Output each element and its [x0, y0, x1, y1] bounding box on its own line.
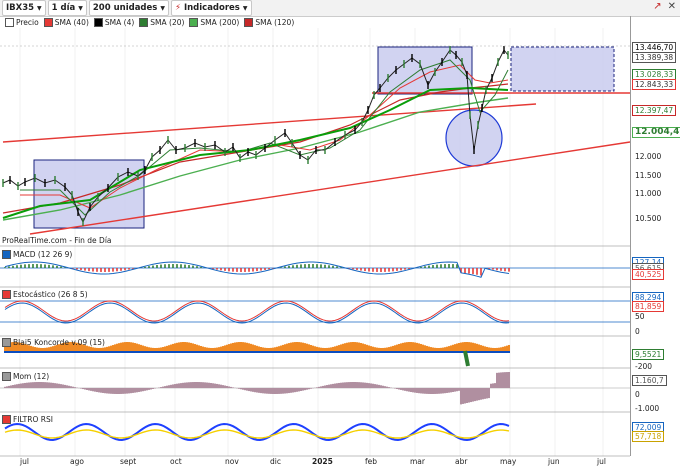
rsi-line [4, 422, 510, 441]
stoch-tick: 50 [635, 312, 645, 321]
legend-swatch [244, 18, 254, 27]
indicators-button[interactable]: ⚡ Indicadores ▼ [170, 0, 252, 16]
legend-item[interactable]: SMA (4) [93, 18, 135, 27]
units-select[interactable]: 200 unidades ▼ [88, 0, 169, 16]
stoch-swatch [2, 290, 11, 299]
rsi-title: FILTRO RSI [2, 415, 53, 424]
blai5-tag: 9,5521 [632, 349, 665, 360]
period-select[interactable]: 1 día ▼ [47, 0, 87, 16]
month-label: jul [20, 457, 29, 466]
stoch-tick: 0 [635, 327, 640, 336]
price-tick: 11.000 [635, 189, 662, 198]
legend-swatch [43, 18, 53, 27]
price-legend: Precio SMA (40) SMA (4) SMA (20) SMA (200) SM… [0, 17, 630, 28]
legend-item[interactable]: Precio [5, 18, 39, 27]
price-axis: 13.00012.50012.00011.50011.00010.50013.4… [630, 16, 680, 456]
month-label: sept [120, 457, 137, 466]
mom-tick: 0 [635, 390, 640, 399]
month-label: jul [597, 457, 606, 466]
sma-green-line [2, 86, 509, 219]
chevron-down-icon: ▼ [242, 4, 248, 12]
macd-title: MACD (12 26 9) [2, 250, 72, 259]
indicators-label: Indicadores [183, 3, 240, 13]
legend-swatch [5, 18, 14, 27]
support-circle [445, 109, 503, 167]
legend-swatch [139, 18, 149, 27]
mom-swatch [2, 372, 11, 381]
chevron-down-icon: ▼ [78, 4, 83, 12]
consolidation-box-2 [377, 46, 473, 95]
mom-tag: 1.160,7 [632, 375, 667, 386]
toolbar: IBX35 ▼ 1 día ▼ 200 unidades ▼ ⚡ Indicadores… [0, 0, 680, 17]
price-tick: 10.500 [635, 214, 662, 223]
month-label: nov [225, 457, 239, 466]
symbol-label: IBX35 [6, 3, 35, 13]
rsi-swatch [2, 415, 11, 424]
month-label: mar [410, 457, 425, 466]
price-tag-sma40: 12.843,33 [632, 79, 677, 90]
mom-tick: -1.000 [635, 404, 660, 413]
month-label: 2025 [312, 457, 333, 466]
month-label: may [500, 457, 517, 466]
month-label: oct [170, 457, 182, 466]
rsi-signal [4, 429, 510, 439]
legend-item[interactable]: SMA (120) [244, 18, 294, 27]
legend-label: Precio [16, 18, 39, 27]
price-tick: 12.000 [635, 152, 662, 161]
legend-label: SMA (200) [200, 18, 240, 27]
symbol-select[interactable]: IBX35 ▼ [2, 0, 46, 16]
chevron-down-icon: ▼ [37, 4, 42, 12]
macd-line [4, 261, 510, 278]
month-label: jun [548, 457, 560, 466]
stoch-tag: 81,859 [632, 301, 665, 312]
sma-200-line [2, 97, 509, 221]
blai5-swatch [2, 338, 11, 347]
mom-title: Mom (12) [2, 372, 49, 381]
month-label: ago [70, 457, 84, 466]
macd-swatch [2, 250, 11, 259]
legend-item[interactable]: SMA (200) [189, 18, 239, 27]
upper-trendline [2, 103, 537, 143]
lower-trendline [29, 141, 631, 235]
rsi-tag: 57,718 [632, 431, 665, 442]
indicators-icon: ⚡ [174, 3, 181, 13]
month-label: dic [270, 457, 281, 466]
legend-label: SMA (40) [54, 18, 89, 27]
legend-swatch [93, 18, 103, 27]
legend-item[interactable]: SMA (20) [139, 18, 184, 27]
period-label: 1 día [51, 3, 76, 13]
legend-label: SMA (20) [150, 18, 185, 27]
stoch-k [4, 300, 510, 322]
price-tag-sma120: 12.397,47 [632, 105, 677, 116]
blai5-tick: -200 [635, 362, 653, 371]
legend-label: SMA (4) [104, 18, 135, 27]
trend-icon[interactable]: ↗ [653, 1, 662, 12]
legend-label: SMA (120) [255, 18, 295, 27]
legend-swatch [189, 18, 199, 27]
month-label: abr [455, 457, 468, 466]
price-tag-sma4: 13.389,38 [632, 52, 677, 63]
stoch-d [4, 302, 510, 324]
close-icon[interactable]: ✕ [667, 1, 676, 12]
month-label: feb [365, 457, 378, 466]
units-label: 200 unidades [92, 3, 158, 13]
chevron-down-icon: ▼ [160, 4, 165, 12]
watermark: ProRealTime.com - Fin de Día [2, 236, 112, 245]
macd-tag: 40,525 [632, 269, 665, 280]
blai5-spike [463, 350, 470, 367]
legend-item[interactable]: SMA (40) [43, 18, 89, 27]
projection-box [510, 46, 615, 92]
blai5-title: Blai5 Koncorde v.09 (15) [2, 338, 105, 347]
price-tag-sma200: 12.004,46 [632, 127, 680, 138]
price-tick: 11.500 [635, 171, 662, 180]
stoch-title: Estocástico (26 8 5) [2, 290, 88, 299]
